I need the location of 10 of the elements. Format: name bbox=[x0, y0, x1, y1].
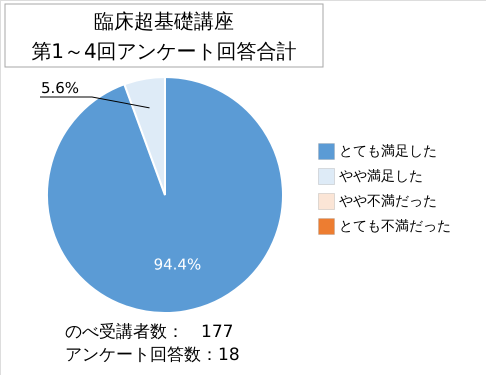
chart-title: 臨床超基礎講座 bbox=[94, 9, 234, 33]
text: のべ受講者数： 177 bbox=[65, 322, 234, 342]
legend-label: やや不満だった bbox=[339, 194, 437, 210]
legend-label: とても満足した bbox=[339, 144, 437, 160]
legend-label: とても不満だった bbox=[339, 218, 451, 234]
data-label: 5.6% bbox=[40, 79, 80, 97]
chart-subtitle: 第1～4回アンケート回答合計 bbox=[31, 39, 297, 63]
text: アンケート回答数：18 bbox=[65, 345, 240, 365]
data-label: 94.4% bbox=[154, 256, 202, 274]
legend-label: やや満足した bbox=[339, 168, 423, 184]
